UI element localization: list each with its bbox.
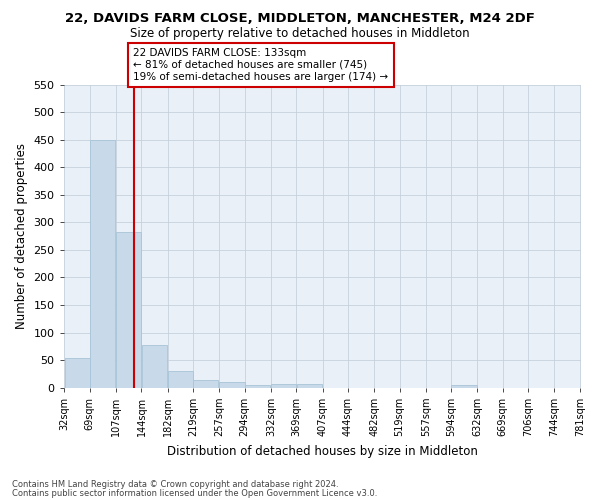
Bar (193, 380, 218, 388)
Bar (245, 385, 270, 388)
Bar (451, 385, 476, 388)
Bar (116, 232, 142, 388)
Bar (142, 344, 167, 388)
Text: Size of property relative to detached houses in Middleton: Size of property relative to detached ho… (130, 28, 470, 40)
Bar (296, 384, 322, 388)
Text: Contains HM Land Registry data © Crown copyright and database right 2024.: Contains HM Land Registry data © Crown c… (12, 480, 338, 489)
Y-axis label: Number of detached properties: Number of detached properties (15, 143, 28, 329)
Bar (65, 358, 89, 388)
Text: 22, DAVIDS FARM CLOSE, MIDDLETON, MANCHESTER, M24 2DF: 22, DAVIDS FARM CLOSE, MIDDLETON, MANCHE… (65, 12, 535, 26)
Bar (168, 371, 193, 388)
Bar (271, 384, 296, 388)
Bar (90, 140, 115, 388)
Bar (220, 382, 245, 388)
Text: Contains public sector information licensed under the Open Government Licence v3: Contains public sector information licen… (12, 488, 377, 498)
X-axis label: Distribution of detached houses by size in Middleton: Distribution of detached houses by size … (167, 444, 478, 458)
Text: 22 DAVIDS FARM CLOSE: 133sqm
← 81% of detached houses are smaller (745)
19% of s: 22 DAVIDS FARM CLOSE: 133sqm ← 81% of de… (133, 48, 389, 82)
